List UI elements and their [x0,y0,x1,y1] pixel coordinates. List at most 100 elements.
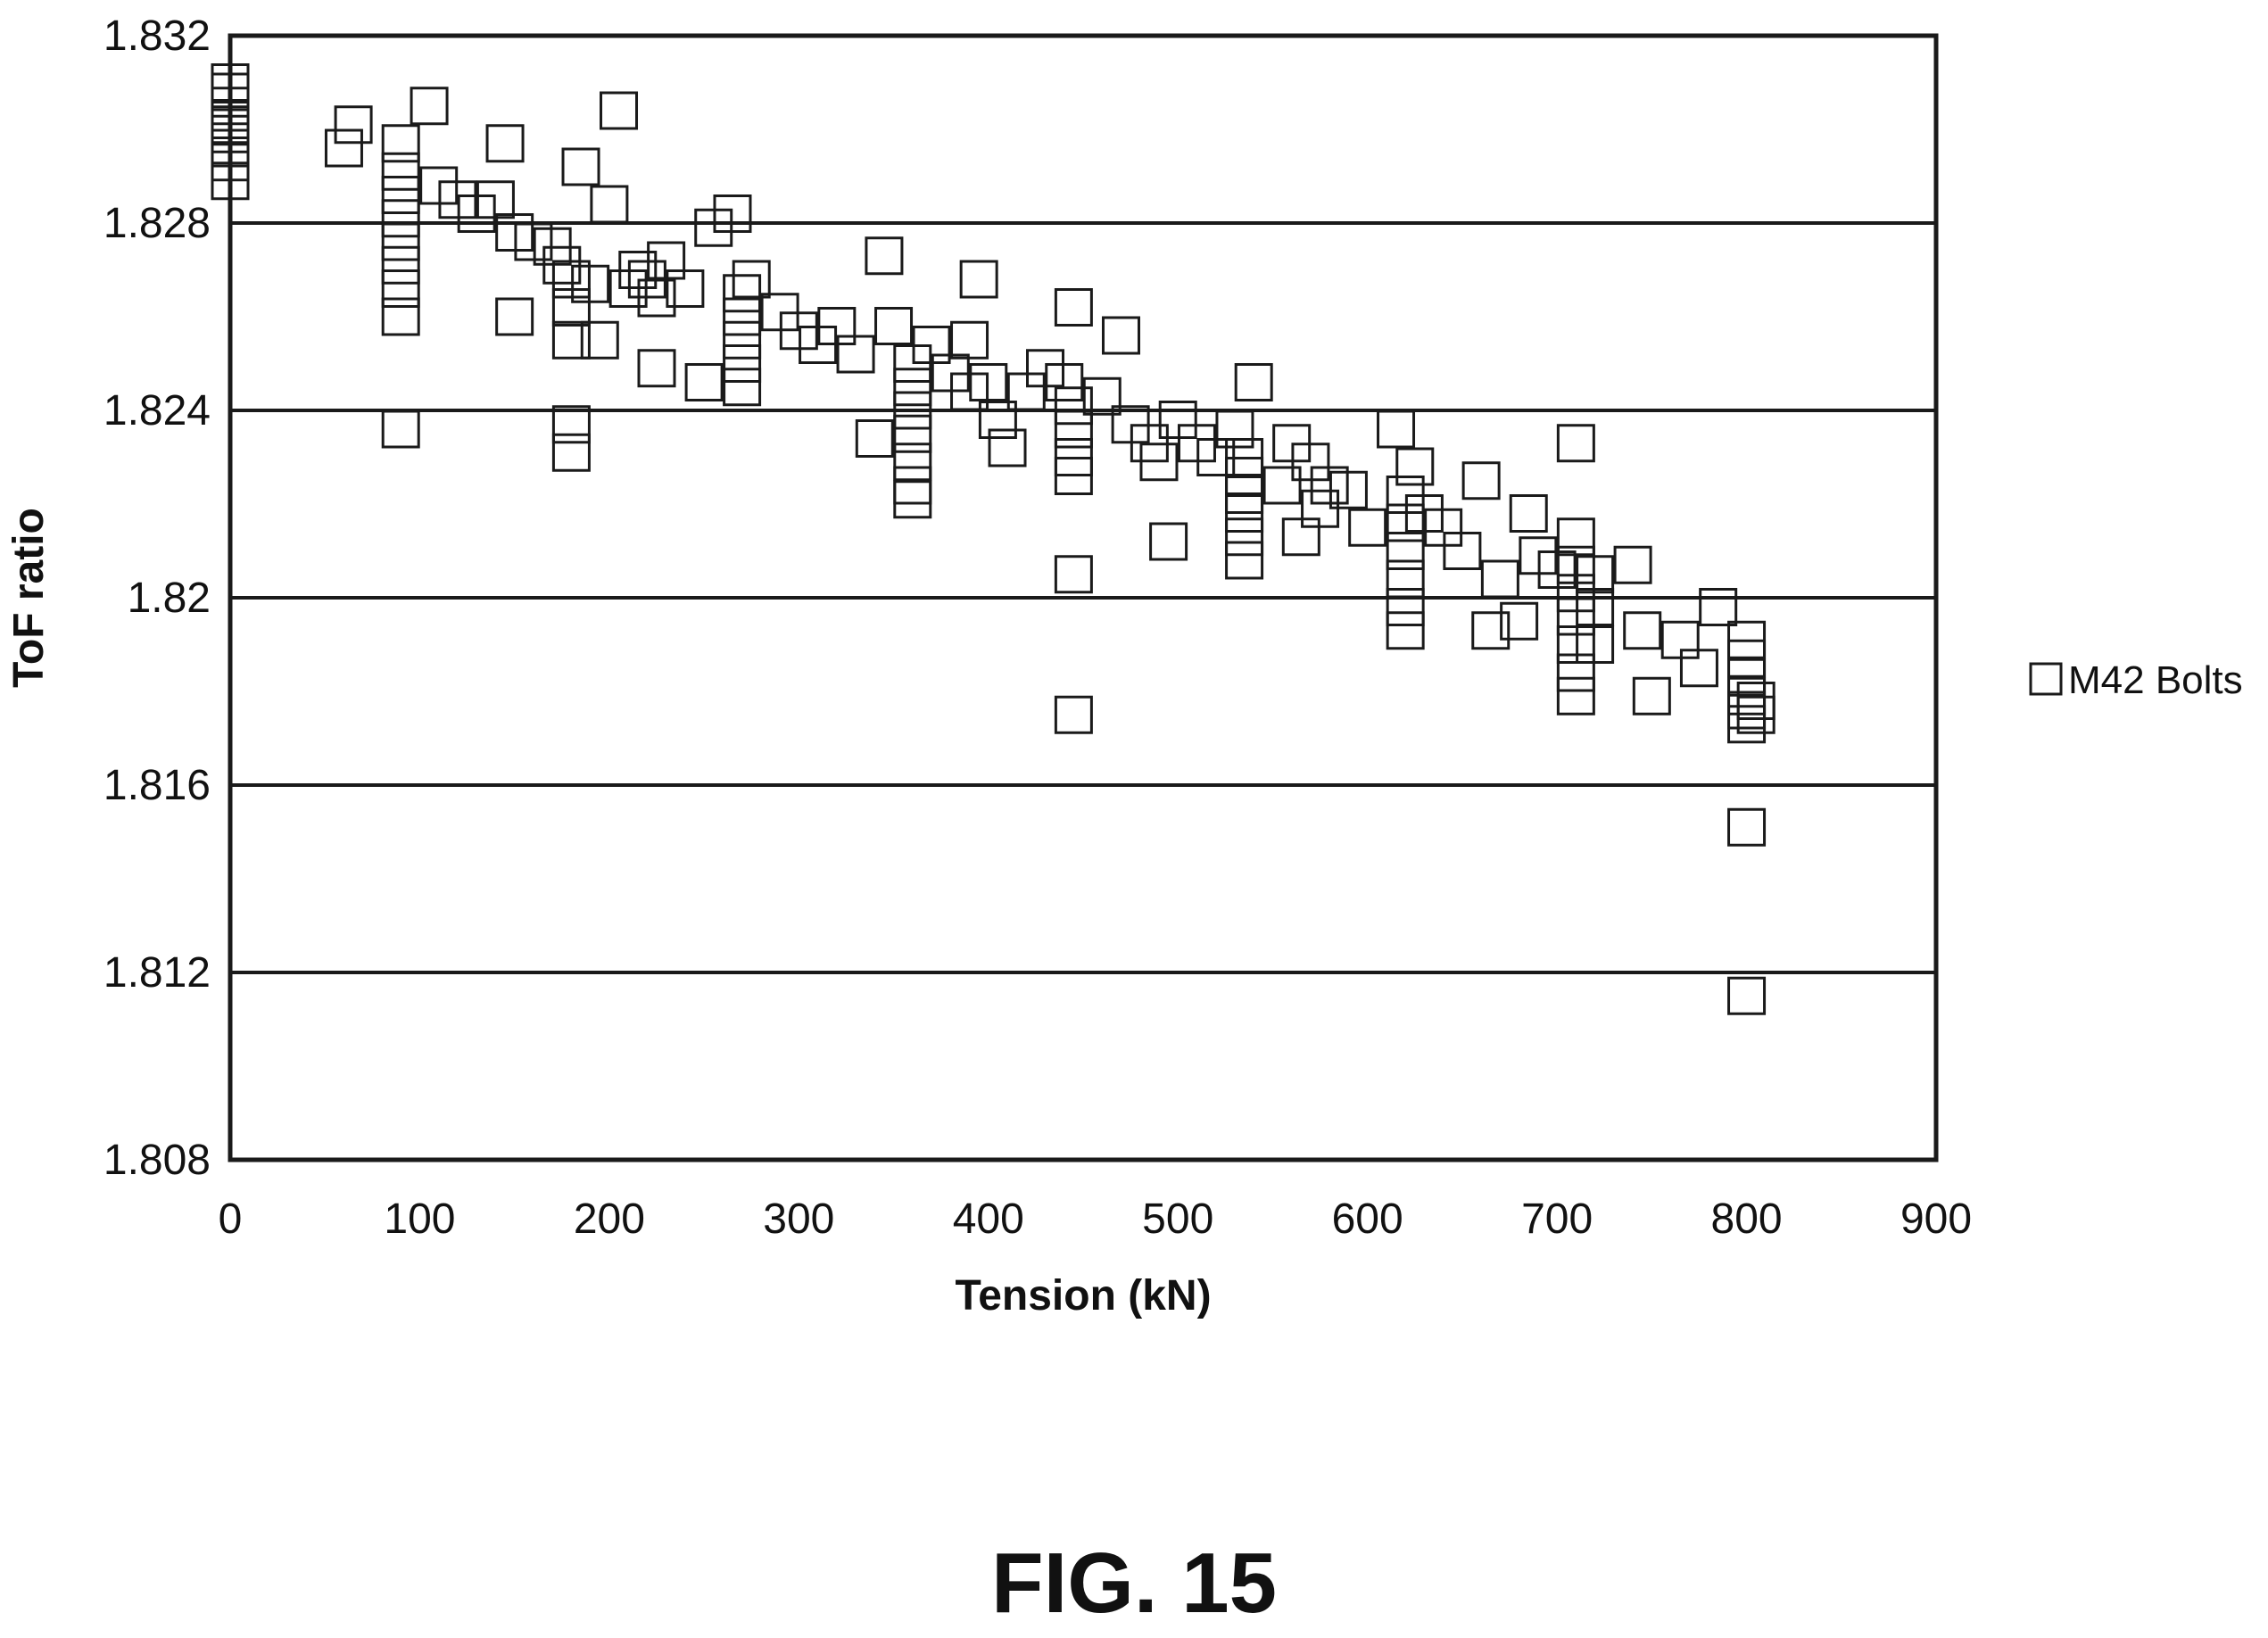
data-point [1386,611,1425,650]
data-point [959,260,998,299]
data-point [1480,559,1519,599]
x-tick-label: 200 [574,1195,645,1243]
data-point [381,297,420,336]
data-point [1149,522,1188,561]
data-point [723,297,762,336]
data-point [1225,517,1264,557]
data-point [1576,555,1615,594]
data-point [684,363,724,401]
data-point [1054,695,1093,734]
data-point [580,320,619,360]
data-point [893,368,932,407]
x-tick-label: 100 [384,1195,455,1243]
data-point [1054,410,1093,449]
data-point [723,368,762,407]
data-point [1386,559,1425,599]
data-point [1348,508,1387,547]
legend-label: M42 Bolts [2068,658,2243,702]
data-point [1576,625,1615,664]
data-point [1054,386,1093,426]
data-point [1623,611,1662,650]
data-point [978,401,1017,439]
data-point [1443,532,1482,570]
data-point [1225,494,1264,533]
y-tick-label: 1.828 [103,200,211,247]
data-point [1736,695,1775,734]
data-point [969,363,1008,401]
grid-lines [230,221,1936,974]
x-axis-ticks: 0 100 200 300 400 500 600 700 800 900 [219,1195,1972,1243]
data-point [1509,494,1548,533]
plot-area-frame [228,33,1939,1162]
data-point [855,419,894,458]
data-point [410,87,449,126]
data-point [1727,976,1767,1015]
data-point [381,245,420,285]
data-point [893,414,932,453]
data-point [381,222,420,261]
data-point [1576,588,1615,626]
y-axis-title: ToF ratio [5,508,53,688]
data-point [381,152,420,191]
x-tick-label: 500 [1142,1195,1213,1243]
data-point [1632,676,1671,716]
data-point [1101,316,1140,355]
data-point [571,264,610,303]
data-point [1556,676,1595,716]
data-point [381,176,420,214]
x-tick-label: 600 [1332,1195,1403,1243]
y-tick-label: 1.824 [103,387,211,434]
data-point [381,410,420,449]
data-point [1500,601,1539,641]
data-point [1262,466,1302,505]
data-point [1054,555,1093,594]
data-point [723,274,762,313]
x-tick-label: 900 [1900,1195,1972,1243]
x-tick-label: 0 [219,1195,243,1243]
data-point [865,236,904,276]
data-points [211,63,1775,1015]
data-point [893,391,932,430]
y-axis-ticks: 1.808 1.812 1.816 1.82 1.824 1.828 1.832 [103,12,211,1184]
data-point [1054,288,1093,327]
data-point [1556,517,1595,557]
data-point [1556,424,1595,463]
data-point [723,320,762,360]
data-point [1234,363,1273,401]
data-point [1082,376,1122,416]
data-point [561,147,600,186]
data-point [893,466,932,505]
data-point [1139,443,1179,482]
data-point [1386,532,1425,570]
data-point [1054,457,1093,495]
y-tick-label: 1.812 [103,949,211,997]
data-point [1329,470,1368,509]
data-point [874,307,914,345]
data-point [600,91,639,130]
data-point [1395,447,1435,486]
data-point [211,63,250,102]
x-tick-label: 300 [763,1195,834,1243]
data-point [590,185,629,224]
x-tick-label: 700 [1521,1195,1593,1243]
data-point [836,335,875,374]
data-point [1679,649,1718,688]
data-point [381,269,420,308]
data-point [1613,545,1652,584]
y-tick-label: 1.808 [103,1137,211,1184]
data-point [1699,588,1738,626]
y-tick-label: 1.832 [103,12,211,60]
legend-marker-square [2029,662,2063,696]
data-point [334,105,373,145]
legend: M42 Bolts [2029,658,2243,702]
data-point [1727,807,1767,847]
data-point [637,278,676,318]
data-point [551,320,591,360]
data-point [495,297,534,336]
x-tick-label: 800 [1711,1195,1783,1243]
data-point [1215,410,1254,449]
data-point [485,124,525,163]
data-point [1045,363,1084,401]
data-point [551,433,591,472]
